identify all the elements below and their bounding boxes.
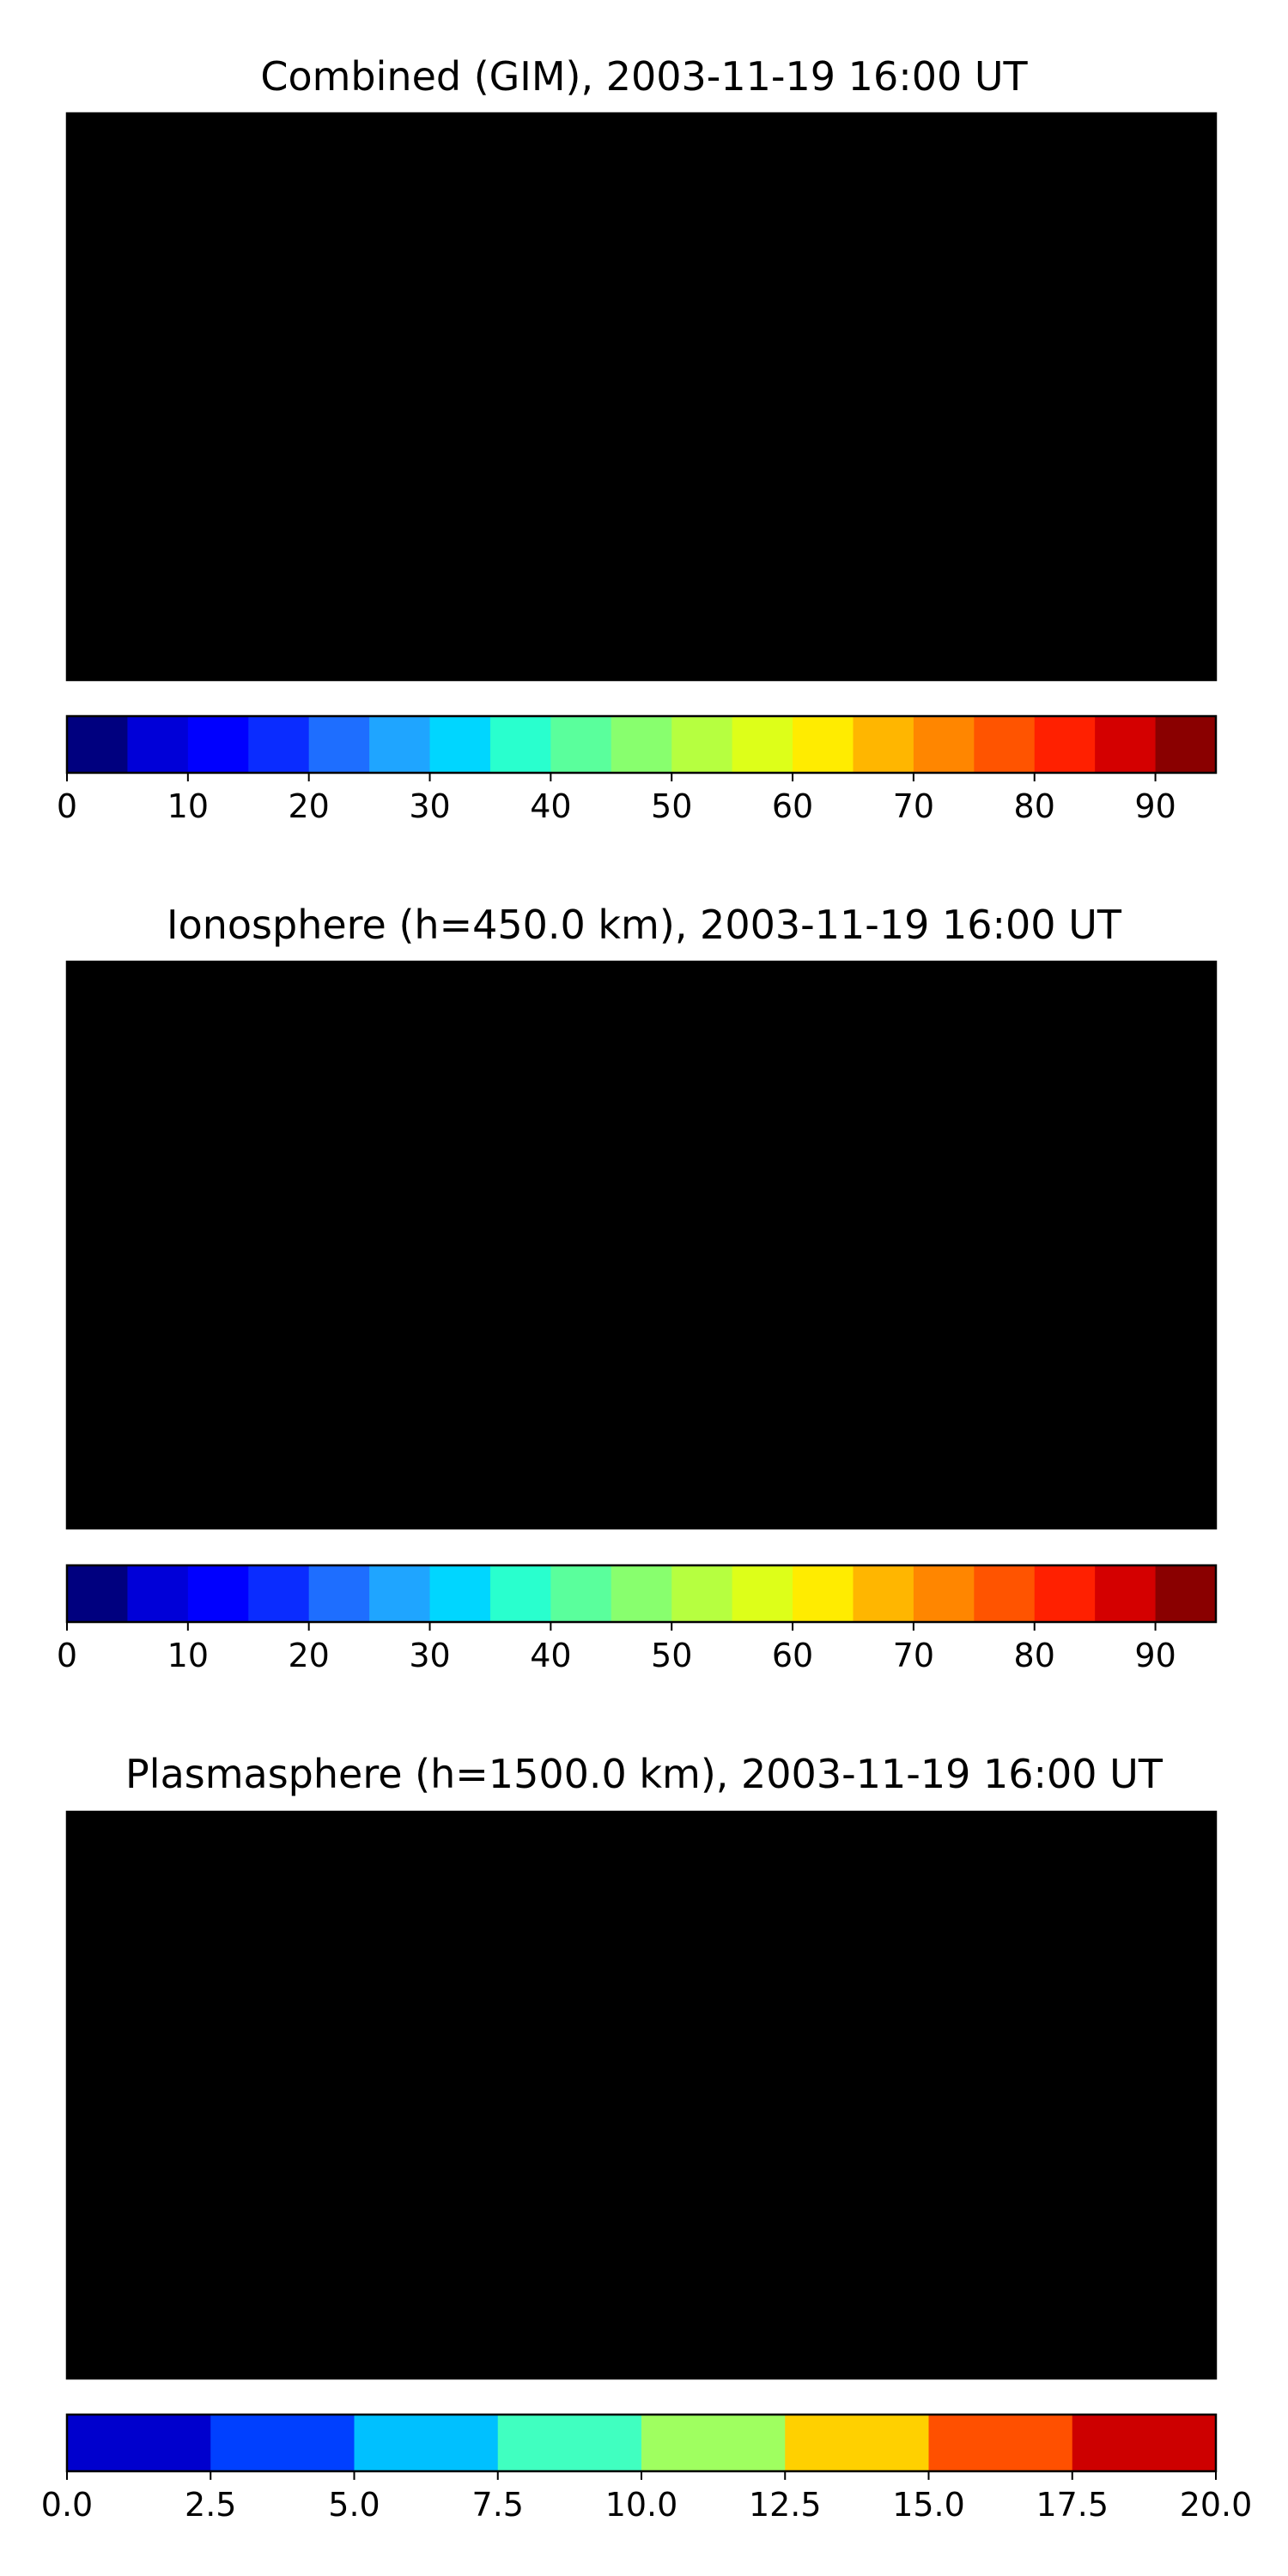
colorbar-swatch: [308, 1565, 370, 1622]
coastline: [67, 1829, 1216, 2356]
colorbar-swatch: [354, 2415, 499, 2471]
colorbar-tick-label: 20: [289, 787, 330, 825]
colorbar-swatch: [641, 2415, 786, 2471]
colorbar-frame: [65, 1564, 1218, 1624]
colorbar-swatch: [611, 1565, 672, 1622]
colorbar-tick-label: 90: [1134, 787, 1176, 825]
colorbar-swatch: [1155, 716, 1217, 773]
colorbar-swatch: [671, 716, 733, 773]
colorbar-tick-label: 0.0: [41, 2486, 93, 2524]
colorbar: 0 10 20 30 40 50 60 70 80 90: [57, 714, 1218, 825]
colorbar-swatch: [550, 1565, 612, 1622]
colorbar-tick-label: 17.5: [1036, 2486, 1109, 2524]
colorbar-tick-label: 20: [289, 1637, 330, 1674]
colorbar-tick-label: 90: [1134, 1637, 1176, 1674]
map-frame: [65, 1810, 1218, 2380]
colorbar-swatch: [853, 716, 914, 773]
colorbar-swatch: [1155, 1565, 1217, 1622]
colorbar-tick-label: 60: [772, 1637, 813, 1674]
colorbar-swatch: [248, 716, 310, 773]
colorbar-swatch: [974, 1565, 1036, 1622]
colorbar-tick-label: 10: [167, 787, 209, 825]
colorbar: 0 10 20 30 40 50 60 70 80 90: [57, 1564, 1218, 1674]
colorbar-tick-label: 30: [409, 1637, 450, 1674]
colorbar-frame: [65, 714, 1218, 775]
colorbar-swatch: [1034, 1565, 1096, 1622]
panel-title: Combined (GIM), 2003-11-19 16:00 UT: [260, 53, 1028, 100]
colorbar-swatch: [429, 716, 491, 773]
colorbar-tick-label: 50: [651, 1637, 692, 1674]
colorbar-swatch: [67, 2415, 211, 2471]
colorbar-tick-label: 7.5: [472, 2486, 524, 2524]
colorbar-swatch: [1034, 716, 1096, 773]
coastline: [67, 979, 1216, 1506]
map-frame: [65, 960, 1218, 1530]
panel-plasmasphere: Plasmasphere (h=1500.0 km), 2003-11-19 1…: [41, 1751, 1253, 2524]
colorbar: 0.0 2.5 5.0 7.5 10.0 12.5 15.0 17.5 20.0: [41, 2413, 1253, 2524]
colorbar-swatch: [853, 1565, 914, 1622]
panel-ionosphere: Ionosphere (h=450.0 km), 2003-11-19 16:0…: [57, 902, 1218, 1674]
colorbar-tick-label: 80: [1014, 787, 1055, 825]
colorbar-swatch: [671, 1565, 733, 1622]
colorbar-tick-label: 80: [1014, 1637, 1055, 1674]
colorbar-swatch: [550, 716, 612, 773]
colorbar-tick-label: 2.5: [185, 2486, 236, 2524]
colorbar-tick-label: 0: [57, 1637, 77, 1674]
map-frame: [65, 112, 1218, 682]
colorbar-swatch: [974, 716, 1036, 773]
colorbar-swatch: [793, 716, 854, 773]
panel-combined: Combined (GIM), 2003-11-19 16:00 UT 0 10 2…: [57, 53, 1218, 825]
colorbar-swatch: [308, 716, 370, 773]
heatmap: [65, 960, 1218, 1530]
colorbar-swatch: [913, 1565, 975, 1622]
colorbar-swatch: [497, 2415, 642, 2471]
colorbar-swatch: [913, 716, 975, 773]
colorbar-tick-label: 20.0: [1180, 2486, 1253, 2524]
colorbar-tick-label: 10: [167, 1637, 209, 1674]
colorbar-swatch: [248, 1565, 310, 1622]
colorbar-tick-label: 70: [893, 1637, 934, 1674]
panel-title: Ionosphere (h=450.0 km), 2003-11-19 16:0…: [167, 902, 1122, 948]
colorbar-swatch: [1095, 1565, 1157, 1622]
colorbar-swatch: [187, 1565, 249, 1622]
colorbar-swatch: [369, 716, 431, 773]
colorbar-tick-label: 0: [57, 787, 77, 825]
colorbar-swatch: [369, 1565, 431, 1622]
colorbar-tick-label: 60: [772, 787, 813, 825]
colorbar-tick-label: 30: [409, 787, 450, 825]
coastline: [67, 131, 1216, 658]
colorbar-tick-label: 10.0: [605, 2486, 678, 2524]
colorbar-swatch: [67, 1565, 129, 1622]
colorbar-swatch: [489, 1565, 551, 1622]
colorbar-swatch: [1095, 716, 1157, 773]
colorbar-tick-label: 50: [651, 787, 692, 825]
colorbar-swatch: [127, 716, 189, 773]
colorbar-swatch: [67, 716, 129, 773]
colorbar-swatch: [793, 1565, 854, 1622]
panel-title: Plasmasphere (h=1500.0 km), 2003-11-19 1…: [125, 1751, 1163, 1797]
colorbar-tick-label: 12.5: [749, 2486, 822, 2524]
colorbar-swatch: [611, 716, 672, 773]
colorbar-swatch: [732, 716, 793, 773]
colorbar-swatch: [187, 716, 249, 773]
colorbar-tick-label: 40: [530, 787, 571, 825]
colorbar-tick-label: 15.0: [892, 2486, 965, 2524]
colorbar-swatch: [210, 2415, 355, 2471]
colorbar-tick-label: 40: [530, 1637, 571, 1674]
colorbar-swatch: [429, 1565, 491, 1622]
heatmap: [65, 112, 1218, 682]
colorbar-swatch: [928, 2415, 1073, 2471]
colorbar-swatch: [785, 2415, 930, 2471]
colorbar-swatch: [489, 716, 551, 773]
colorbar-tick-label: 5.0: [328, 2486, 380, 2524]
colorbar-swatch: [1072, 2415, 1217, 2471]
colorbar-swatch: [732, 1565, 793, 1622]
colorbar-swatch: [127, 1565, 189, 1622]
heatmap: [65, 1810, 1218, 2380]
colorbar-tick-label: 70: [893, 787, 934, 825]
